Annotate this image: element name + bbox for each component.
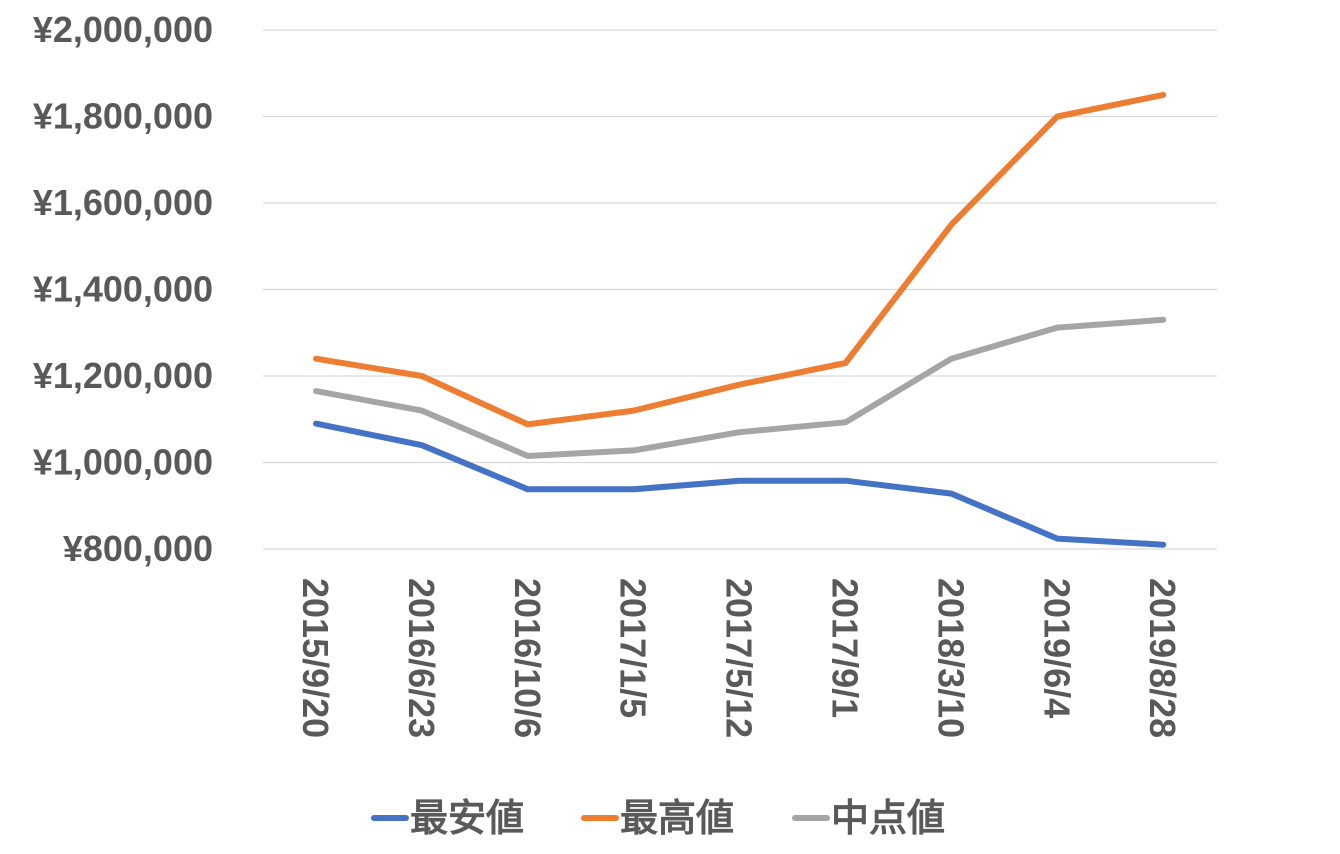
y-axis-tick-labels: ¥800,000 ¥1,000,000 ¥1,200,000 ¥1,400,000 ¥1… — [33, 9, 213, 569]
series-line-2 — [313, 91, 1167, 428]
x-tick-label: 2017/1/5 — [613, 578, 654, 718]
y-tick-label: ¥1,600,000 — [33, 182, 213, 223]
y-tick-label: ¥1,200,000 — [33, 355, 213, 396]
x-tick-label: 2019/6/4 — [1036, 578, 1077, 718]
x-tick-label: 2017/9/1 — [825, 578, 866, 718]
legend[interactable]: 最安値 最高値 中点値 — [371, 796, 945, 840]
legend-item-3[interactable]: 中点値 — [792, 796, 945, 840]
x-tick-label: 2016/6/23 — [401, 578, 442, 738]
legend-label: 中点値 — [831, 796, 945, 840]
legend-label: 最安値 — [410, 796, 524, 840]
series-line-1 — [313, 420, 1167, 548]
x-tick-label: 2017/5/12 — [719, 578, 760, 738]
y-tick-label: ¥1,400,000 — [33, 269, 213, 310]
x-axis-tick-labels: 2015/9/20 2016/6/23 2016/10/6 2017/1/5 2017/… — [295, 578, 1183, 738]
legend-item-2[interactable]: 最高値 — [581, 796, 734, 840]
legend-label: 最高値 — [620, 796, 734, 840]
gridlines — [263, 29, 1217, 550]
series-lines — [313, 91, 1167, 548]
x-tick-label: 2016/10/6 — [507, 578, 548, 738]
y-tick-label: ¥800,000 — [63, 528, 213, 569]
series-line-3 — [313, 316, 1167, 459]
x-tick-label: 2018/3/10 — [930, 578, 971, 738]
x-tick-label: 2015/9/20 — [295, 578, 336, 738]
y-tick-label: ¥2,000,000 — [33, 9, 213, 50]
legend-item-1[interactable]: 最安値 — [371, 796, 524, 840]
y-tick-label: ¥1,000,000 — [33, 442, 213, 483]
y-tick-label: ¥1,800,000 — [33, 96, 213, 137]
x-tick-label: 2019/8/28 — [1142, 578, 1183, 738]
